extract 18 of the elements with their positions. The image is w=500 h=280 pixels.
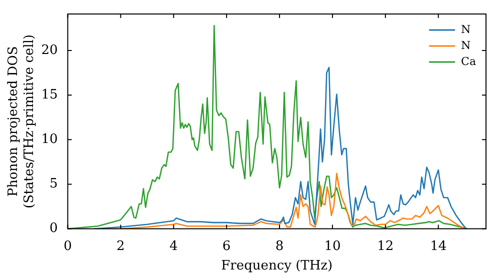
x-tick-label: 2	[116, 238, 125, 254]
x-tick-label: 12	[377, 238, 394, 254]
legend-label: N	[461, 22, 472, 36]
y-tick-label: 10	[41, 132, 58, 148]
legend-label: N	[461, 38, 472, 52]
x-tick-label: 4	[169, 238, 178, 254]
x-axis-title: Frequency (THz)	[221, 258, 333, 274]
x-tick-label: 14	[430, 238, 447, 254]
x-tick-label: 6	[222, 238, 231, 254]
y-tick-label: 0	[49, 221, 58, 236]
x-tick-label: 0	[64, 238, 72, 254]
y-tick-label: 5	[49, 176, 58, 192]
legend-label: Ca	[461, 54, 476, 68]
y-tick-label: 15	[41, 87, 58, 102]
y-tick-label: 20	[41, 42, 58, 58]
x-tick-label: 10	[324, 238, 341, 254]
x-tick-label: 8	[275, 238, 284, 254]
y-axis-title: Phonon projected DOS (States/THz·primitive cell)	[6, 34, 37, 208]
